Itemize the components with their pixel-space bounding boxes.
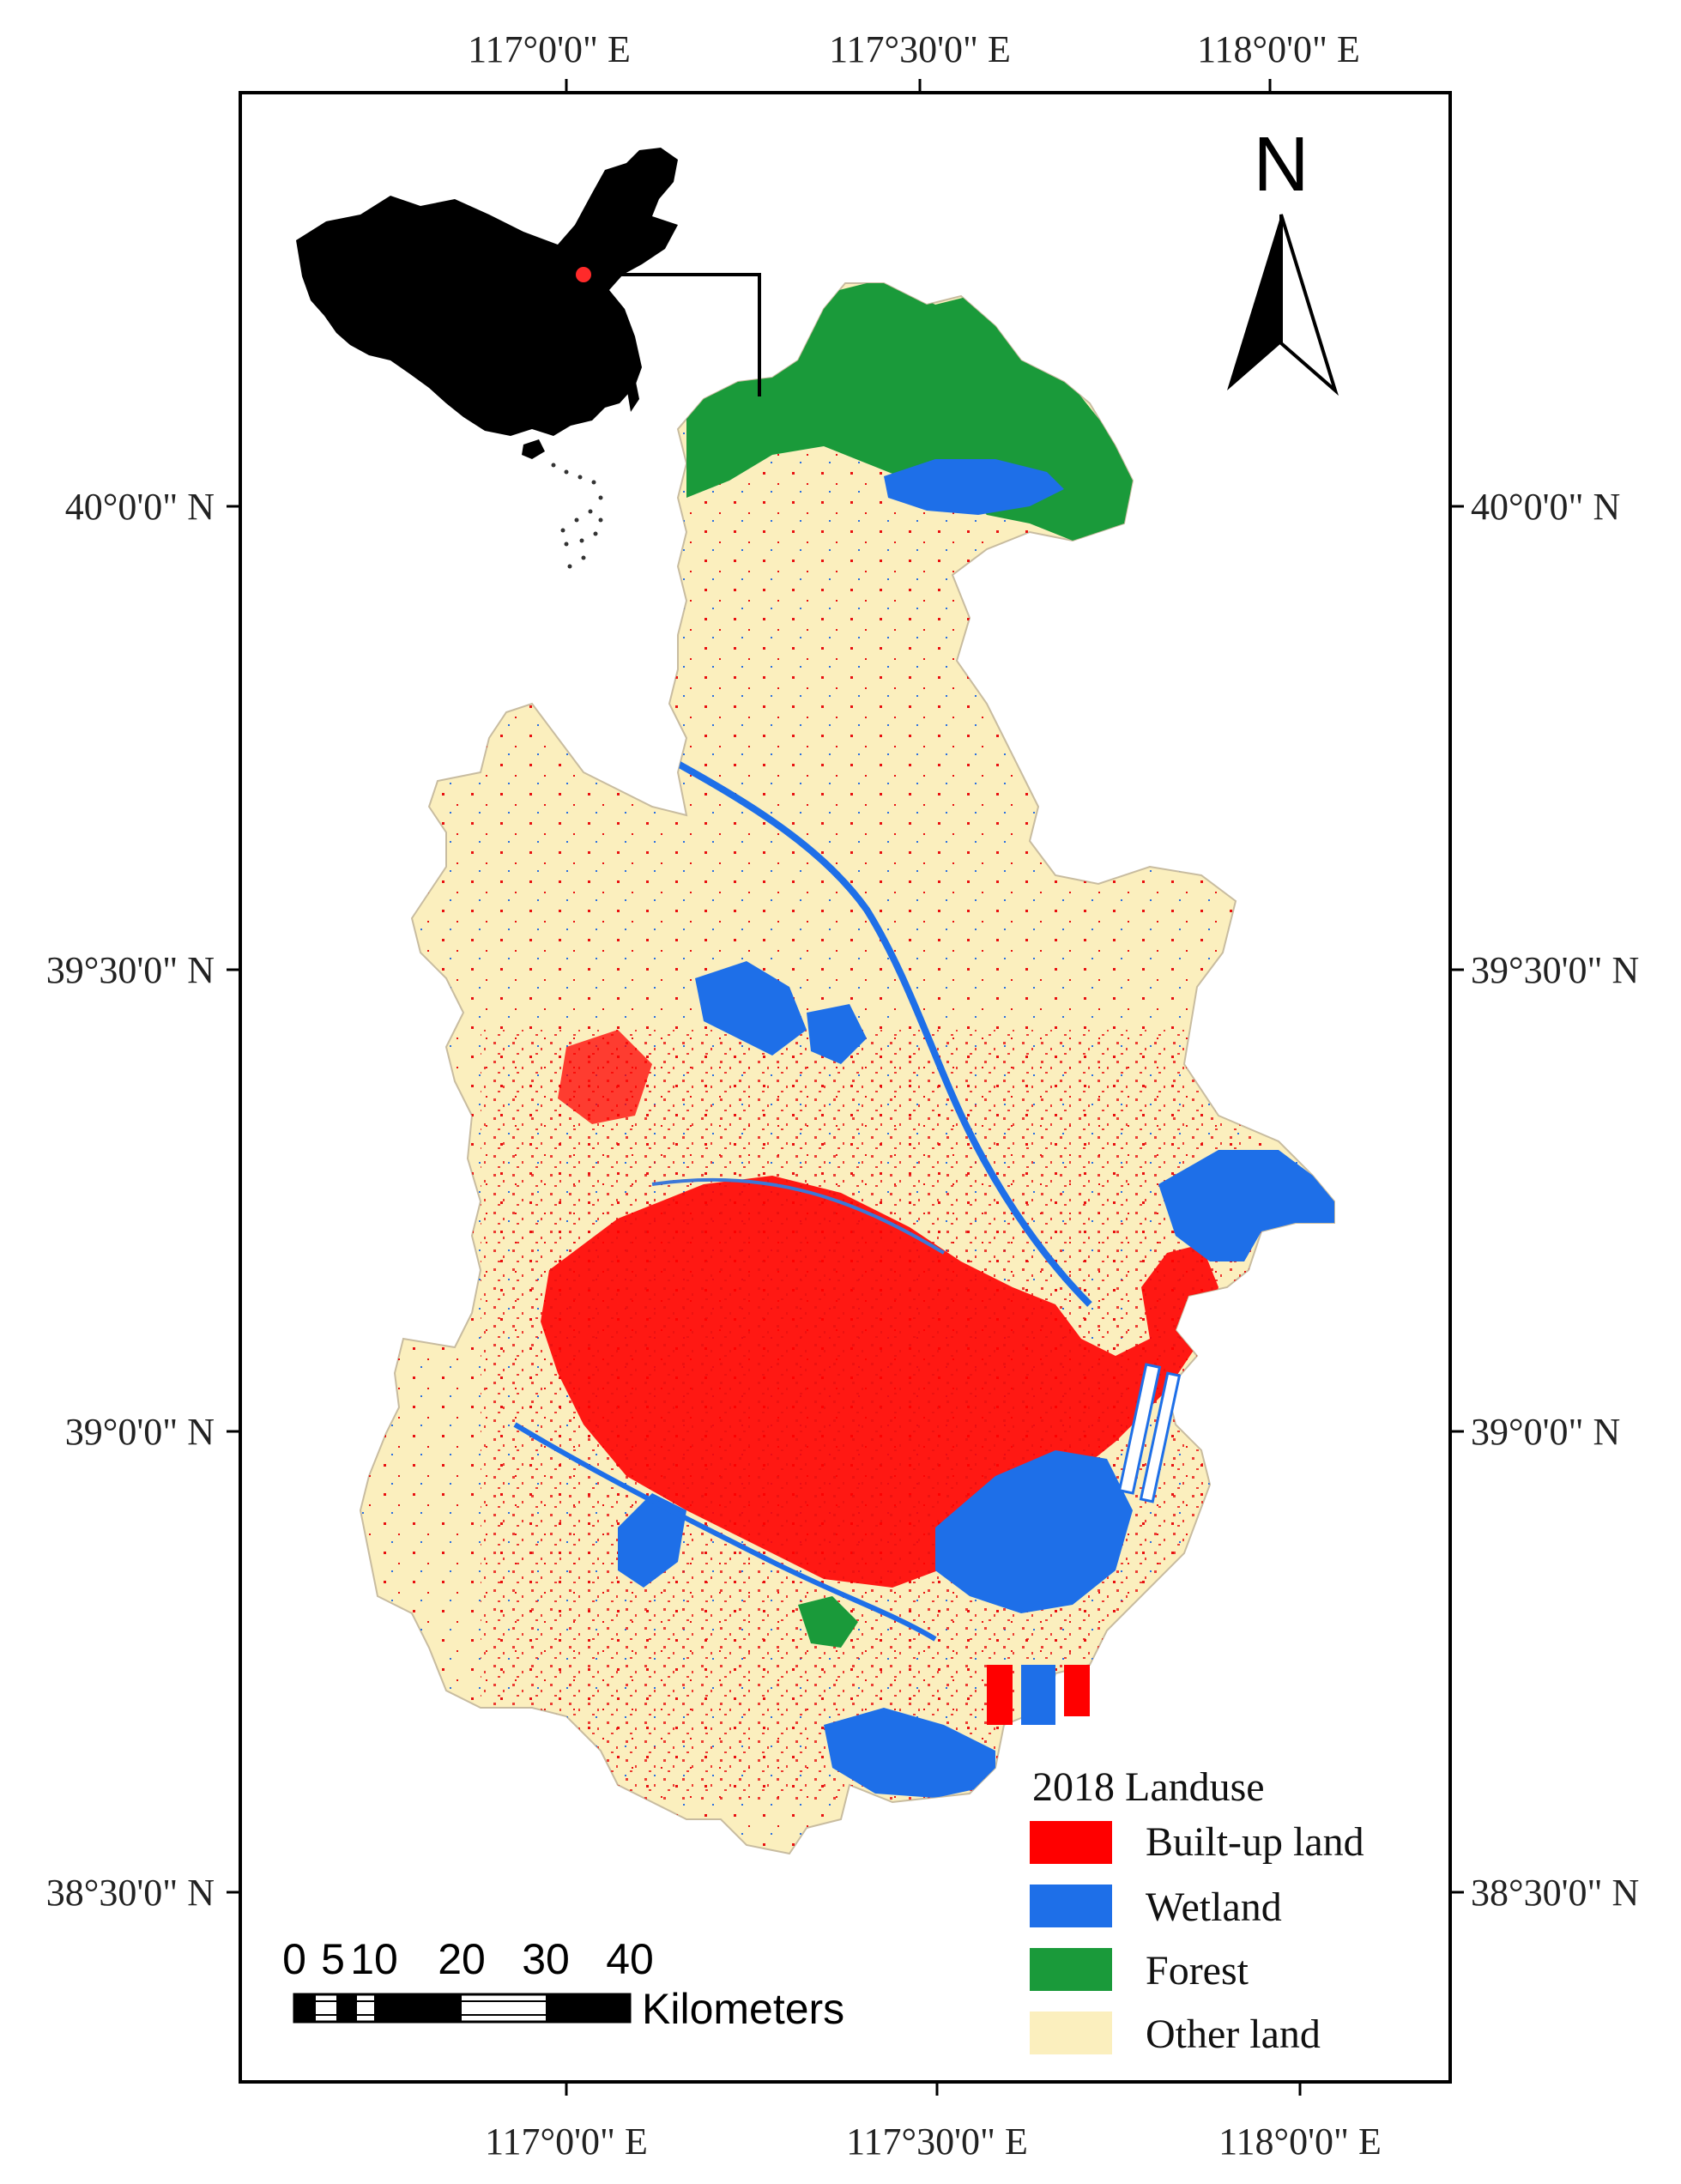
legend-label-builtup: Built-up land [1146, 1819, 1364, 1865]
legend-swatch-builtup [1030, 1821, 1112, 1864]
north-arrow-icon [1227, 215, 1281, 390]
scale-unit: Kilometers [642, 1985, 844, 2033]
top-longitude-label: 117°30'0" E [829, 28, 1011, 70]
river [513, 1422, 937, 1642]
south-sea-islands [551, 463, 603, 569]
legend-label-forest: Forest [1146, 1948, 1249, 1993]
wetland-cluster-central [807, 1004, 867, 1064]
right-latitude-label: 38°30'0" N [1471, 1872, 1639, 1914]
river [651, 1177, 946, 1255]
bottom-longitude-label: 117°0'0" E [485, 2120, 648, 2163]
wetland-cluster-central [695, 961, 807, 1056]
legend-swatch-forest [1030, 1948, 1112, 1991]
urban-cluster-west [558, 1030, 652, 1124]
landuse-region [359, 282, 1335, 1855]
scale-label: 30 [522, 1935, 570, 1983]
inset-locator [296, 148, 761, 569]
taiwan-island [626, 378, 639, 412]
left-latitude-label: 39°0'0" N [65, 1411, 215, 1453]
bottom-longitude-label: 118°0'0" E [1218, 2120, 1382, 2163]
scale-label: 10 [350, 1935, 398, 1983]
graticule-ticks [227, 79, 1464, 2096]
location-marker [576, 267, 591, 282]
locator-leader-line [592, 273, 761, 396]
left-latitude-label: 38°30'0" N [46, 1872, 215, 1914]
bottom-longitude-label: 117°30'0" E [846, 2120, 1028, 2163]
scale-label: 5 [321, 1935, 345, 1983]
legend-label-other: Other land [1146, 2012, 1321, 2057]
north-arrow: N [1227, 122, 1339, 396]
right-latitude-label: 39°0'0" N [1471, 1411, 1620, 1453]
left-latitude-label: 40°0'0" N [65, 486, 215, 528]
top-longitude-label: 118°0'0" E [1197, 28, 1360, 70]
wetland-east-coast [1158, 1150, 1334, 1261]
top-longitude-label: 117°0'0" E [468, 28, 631, 70]
legend-title: 2018 Landuse [1032, 1764, 1265, 1810]
right-latitude-label: 40°0'0" N [1471, 486, 1620, 528]
scale-label: 0 [282, 1935, 306, 1983]
legend: 2018 Landuse Built-up land Wetland Fores… [1030, 1764, 1364, 2057]
scale-bar: 0 5 10 20 30 40 Kilometers [282, 1935, 844, 2033]
river [676, 760, 1092, 1307]
wetland-southwest [618, 1493, 686, 1588]
north-arrow-outline [1279, 214, 1339, 396]
right-latitude-label: 39°30'0" N [1471, 949, 1639, 991]
china-silhouette [296, 148, 678, 436]
north-label: N [1254, 122, 1309, 208]
legend-label-wetland: Wetland [1146, 1885, 1282, 1930]
scale-label: 40 [606, 1935, 654, 1983]
legend-swatch-other [1030, 2012, 1112, 2054]
forest-patch [798, 1596, 858, 1648]
scale-label: 20 [438, 1935, 486, 1983]
left-latitude-label: 39°30'0" N [46, 949, 215, 991]
harbor-blocks [987, 1665, 1090, 1725]
wetland-reservoir [884, 459, 1064, 515]
legend-swatch-wetland [1030, 1885, 1112, 1927]
wetland-port [935, 1450, 1133, 1613]
hainan-island [522, 439, 545, 459]
map-frame [239, 91, 1452, 2084]
port-piers [1117, 1363, 1182, 1503]
wetland-south [824, 1708, 995, 1798]
